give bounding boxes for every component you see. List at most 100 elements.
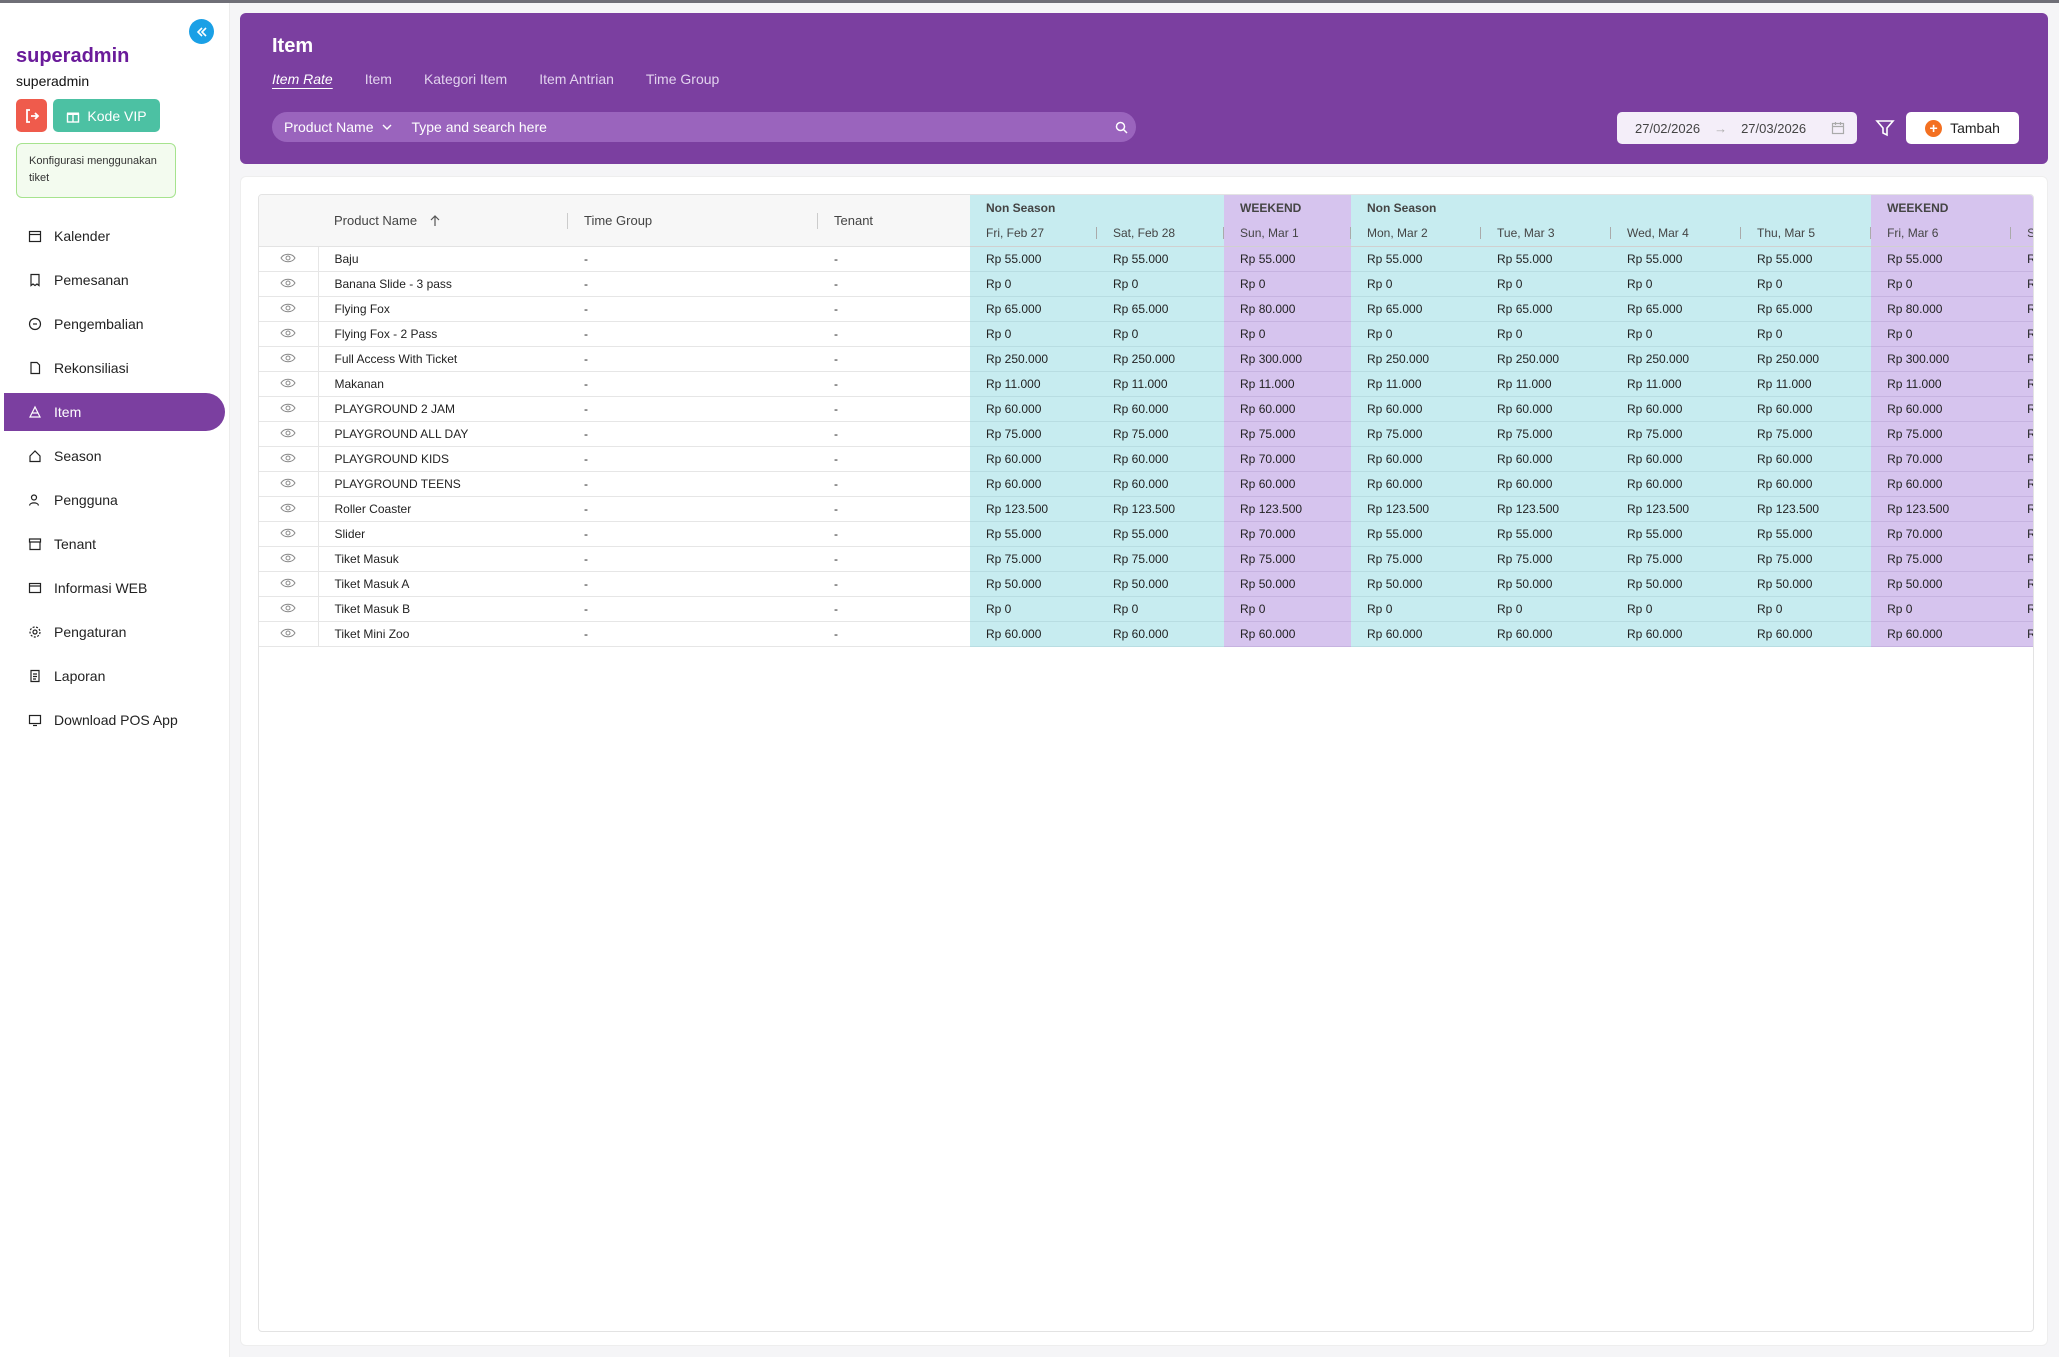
price-cell[interactable]: Rp 60.000 — [1611, 396, 1742, 422]
price-cell[interactable]: Rp 11.000 — [1481, 371, 1612, 397]
price-cell[interactable]: Rp 55.000 — [1351, 521, 1482, 547]
sort-ascending-icon[interactable] — [417, 213, 441, 228]
price-cell[interactable]: Rp 50.000 — [1224, 571, 1352, 597]
price-cell[interactable]: Rp 65.000 — [1097, 296, 1225, 322]
vip-code-button[interactable]: Kode VIP — [53, 99, 160, 132]
price-cell[interactable]: Rp 0 — [1611, 321, 1742, 347]
price-cell[interactable]: Rp 11.000 — [1224, 371, 1352, 397]
price-cell[interactable]: Rp 75.000 — [1871, 546, 2012, 572]
price-cell[interactable]: Rp 0 — [1871, 271, 2012, 297]
price-cell[interactable]: Rp 75.000 — [1741, 421, 1872, 447]
price-cell[interactable]: R — [2011, 546, 2033, 572]
price-cell[interactable]: Rp 250.000 — [970, 346, 1097, 372]
price-cell[interactable]: Rp 60.000 — [1611, 621, 1742, 647]
tab-kategori-item[interactable]: Kategori Item — [423, 71, 508, 87]
price-cell[interactable]: Rp 60.000 — [1351, 396, 1482, 422]
view-icon[interactable] — [259, 346, 319, 372]
date-range-picker[interactable]: 27/02/2026 → 27/03/2026 — [1617, 112, 1857, 144]
sidebar-item-pengguna[interactable]: Pengguna — [4, 481, 225, 519]
price-cell[interactable]: Rp 55.000 — [1741, 521, 1872, 547]
price-cell[interactable]: Rp 250.000 — [1097, 346, 1225, 372]
price-cell[interactable]: Rp 0 — [1097, 271, 1225, 297]
price-cell[interactable]: Rp 50.000 — [970, 571, 1097, 597]
price-cell[interactable]: Rp 75.000 — [1871, 421, 2012, 447]
view-icon[interactable] — [259, 421, 319, 447]
price-cell[interactable]: Rp 55.000 — [1871, 246, 2012, 272]
price-cell[interactable]: Rp 50.000 — [1351, 571, 1482, 597]
product-name-header[interactable]: Product Name — [318, 195, 568, 247]
price-cell[interactable]: Rp 80.000 — [1224, 296, 1352, 322]
price-cell[interactable]: Rp 70.000 — [1224, 521, 1352, 547]
price-cell[interactable]: Rp 60.000 — [1351, 471, 1482, 497]
price-cell[interactable]: Rp 75.000 — [970, 546, 1097, 572]
price-cell[interactable]: R — [2011, 246, 2033, 272]
price-cell[interactable]: Rp 60.000 — [970, 471, 1097, 497]
price-cell[interactable]: Rp 60.000 — [1351, 446, 1482, 472]
price-cell[interactable]: Rp 123.500 — [1097, 496, 1225, 522]
tenant-header[interactable]: Tenant — [818, 195, 970, 247]
price-cell[interactable]: Rp 250.000 — [1741, 346, 1872, 372]
price-cell[interactable]: Rp 50.000 — [1097, 571, 1225, 597]
view-icon[interactable] — [259, 296, 319, 322]
view-icon[interactable] — [259, 446, 319, 472]
price-cell[interactable]: Rp 75.000 — [1351, 421, 1482, 447]
price-cell[interactable]: Rp 50.000 — [1741, 571, 1872, 597]
price-cell[interactable]: R — [2011, 296, 2033, 322]
price-cell[interactable]: Rp 60.000 — [1871, 621, 2012, 647]
price-cell[interactable]: Rp 60.000 — [1224, 396, 1352, 422]
price-cell[interactable]: Rp 0 — [1741, 596, 1872, 622]
price-cell[interactable]: Rp 60.000 — [1481, 621, 1612, 647]
price-cell[interactable]: Rp 55.000 — [1097, 521, 1225, 547]
price-cell[interactable]: Rp 0 — [1481, 271, 1612, 297]
price-cell[interactable]: Rp 75.000 — [1351, 546, 1482, 572]
price-cell[interactable]: Rp 75.000 — [1224, 546, 1352, 572]
tab-item-antrian[interactable]: Item Antrian — [539, 71, 614, 87]
price-cell[interactable]: Rp 0 — [970, 321, 1097, 347]
price-cell[interactable]: Rp 50.000 — [1611, 571, 1742, 597]
price-cell[interactable]: Rp 11.000 — [1741, 371, 1872, 397]
price-cell[interactable]: Rp 55.000 — [970, 521, 1097, 547]
price-cell[interactable]: R — [2011, 596, 2033, 622]
search-input[interactable] — [405, 112, 1106, 142]
price-cell[interactable]: R — [2011, 321, 2033, 347]
price-cell[interactable]: Rp 0 — [1224, 321, 1352, 347]
view-icon[interactable] — [259, 546, 319, 572]
price-cell[interactable]: Rp 60.000 — [1741, 471, 1872, 497]
price-cell[interactable]: Rp 123.500 — [1351, 496, 1482, 522]
price-cell[interactable]: Rp 50.000 — [1871, 571, 2012, 597]
sidebar-item-pemesanan[interactable]: Pemesanan — [4, 261, 225, 299]
price-cell[interactable]: Rp 60.000 — [1481, 396, 1612, 422]
sidebar-item-pengembalian[interactable]: Pengembalian — [4, 305, 225, 343]
view-icon[interactable] — [259, 246, 319, 272]
price-cell[interactable]: Rp 250.000 — [1611, 346, 1742, 372]
price-cell[interactable]: R — [2011, 571, 2033, 597]
price-cell[interactable]: Rp 60.000 — [1097, 471, 1225, 497]
view-icon[interactable] — [259, 396, 319, 422]
price-cell[interactable]: R — [2011, 346, 2033, 372]
price-cell[interactable]: R — [2011, 621, 2033, 647]
search-icon[interactable] — [1106, 121, 1136, 134]
sidebar-item-laporan[interactable]: Laporan — [4, 657, 225, 695]
price-cell[interactable]: Rp 0 — [1351, 321, 1482, 347]
sidebar-item-season[interactable]: Season — [4, 437, 225, 475]
price-cell[interactable]: Rp 60.000 — [1097, 621, 1225, 647]
price-cell[interactable]: Rp 70.000 — [1871, 446, 2012, 472]
price-cell[interactable]: Rp 60.000 — [1097, 396, 1225, 422]
price-cell[interactable]: Rp 55.000 — [1224, 246, 1352, 272]
price-cell[interactable]: Rp 0 — [1741, 321, 1872, 347]
price-cell[interactable]: Rp 0 — [1481, 321, 1612, 347]
view-icon[interactable] — [259, 471, 319, 497]
price-cell[interactable]: Rp 0 — [1611, 271, 1742, 297]
sidebar-item-item[interactable]: Item — [4, 393, 225, 431]
price-cell[interactable]: Rp 11.000 — [1871, 371, 2012, 397]
price-cell[interactable]: Rp 60.000 — [1481, 446, 1612, 472]
price-cell[interactable]: Rp 60.000 — [1481, 471, 1612, 497]
price-cell[interactable]: Rp 60.000 — [1097, 446, 1225, 472]
search-field-select[interactable]: Product Name — [272, 112, 405, 142]
price-cell[interactable]: Rp 75.000 — [1611, 546, 1742, 572]
price-cell[interactable]: Rp 0 — [1351, 596, 1482, 622]
price-cell[interactable]: Rp 0 — [970, 596, 1097, 622]
sidebar-item-kalender[interactable]: Kalender — [4, 217, 225, 255]
collapse-sidebar-button[interactable] — [189, 19, 214, 44]
price-cell[interactable]: Rp 75.000 — [1741, 546, 1872, 572]
